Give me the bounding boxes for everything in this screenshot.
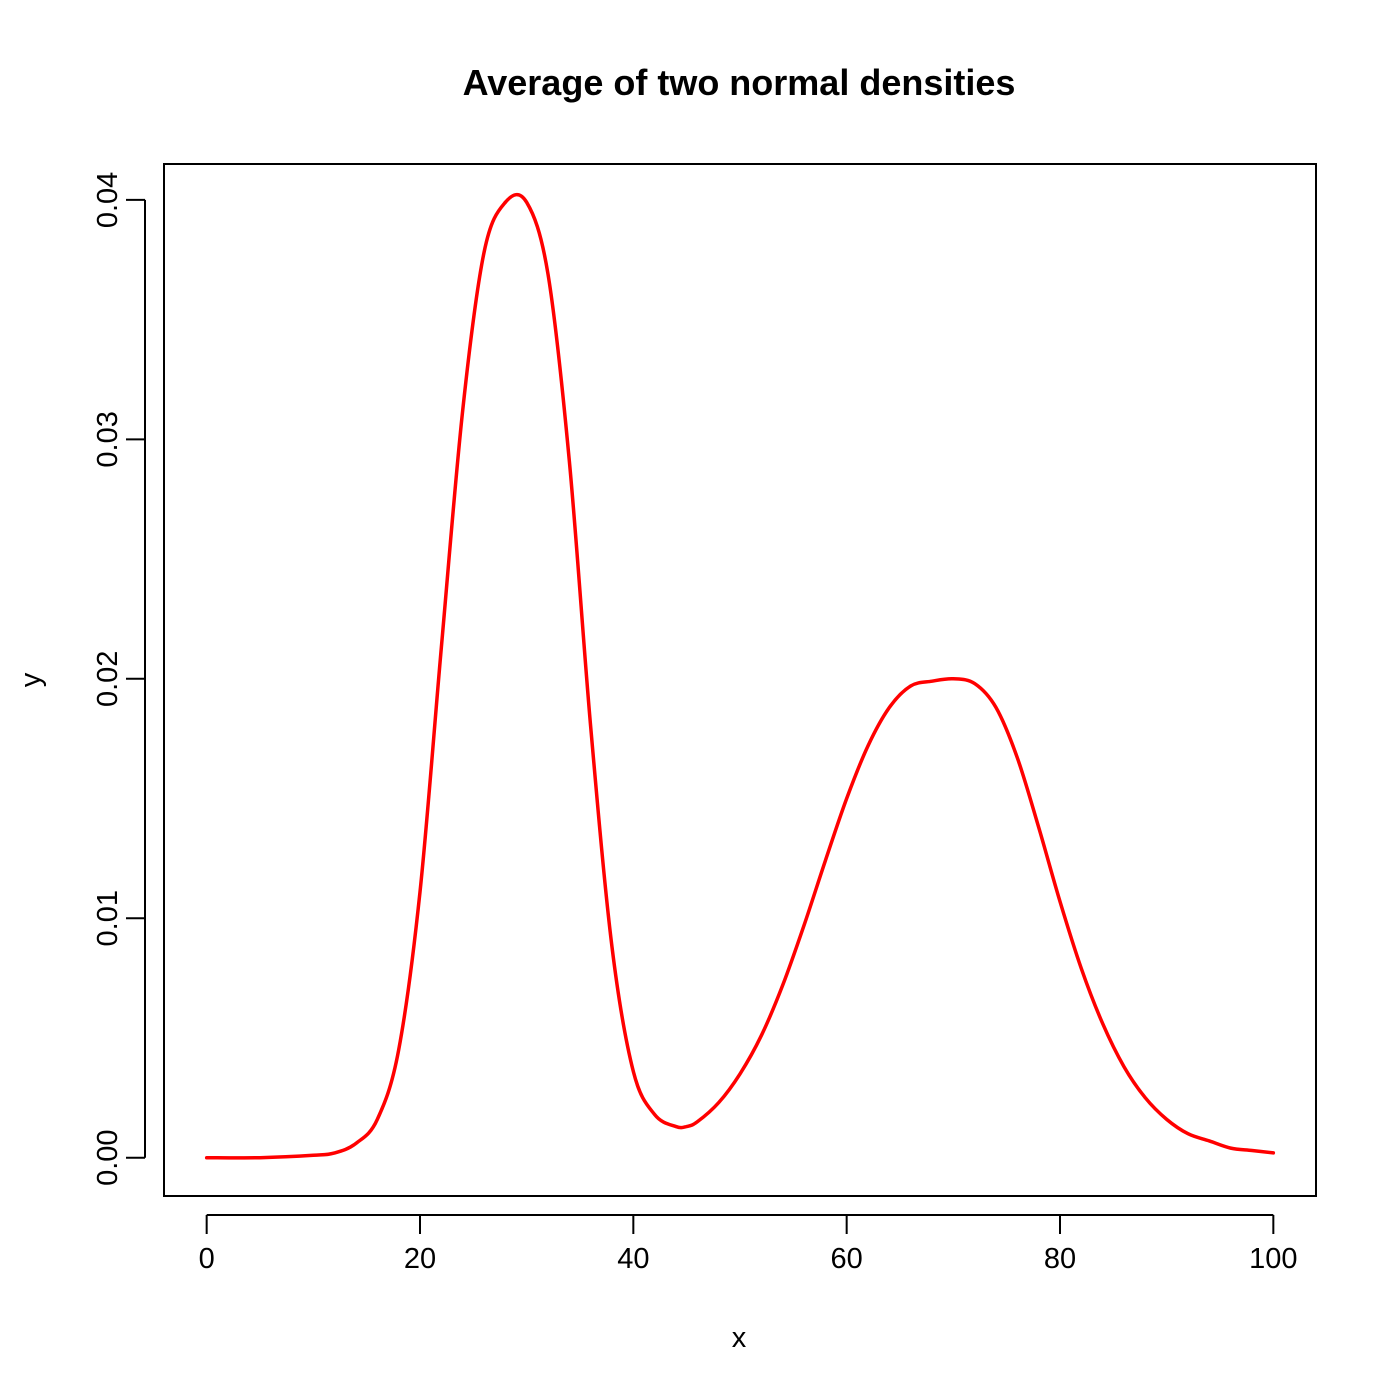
x-tick-label: 80 (1044, 1243, 1076, 1275)
x-tick-label: 100 (1249, 1243, 1297, 1275)
x-tick-label: 20 (404, 1243, 436, 1275)
chart-title: Average of two normal densities (463, 62, 1016, 103)
plot-box (163, 163, 1317, 1197)
x-axis-label: x (732, 1322, 747, 1354)
y-tick-label: 0.03 (92, 411, 124, 467)
x-tick-label: 60 (831, 1243, 863, 1275)
x-axis: 0 20 40 60 80 100 (199, 1214, 1298, 1275)
y-axis-label: y (15, 672, 47, 687)
x-tick-label: 40 (617, 1243, 649, 1275)
y-axis: 0.00 0.01 0.02 0.03 0.04 (92, 172, 146, 1186)
series-line (204, 192, 1276, 1160)
y-tick-label: 0.02 (92, 651, 124, 707)
y-tick-label: 0.00 (92, 1129, 124, 1185)
y-tick-label: 0.04 (92, 172, 124, 228)
x-tick-label: 0 (199, 1243, 215, 1275)
series-layer (204, 192, 1276, 1160)
y-tick-label: 0.01 (92, 890, 124, 946)
